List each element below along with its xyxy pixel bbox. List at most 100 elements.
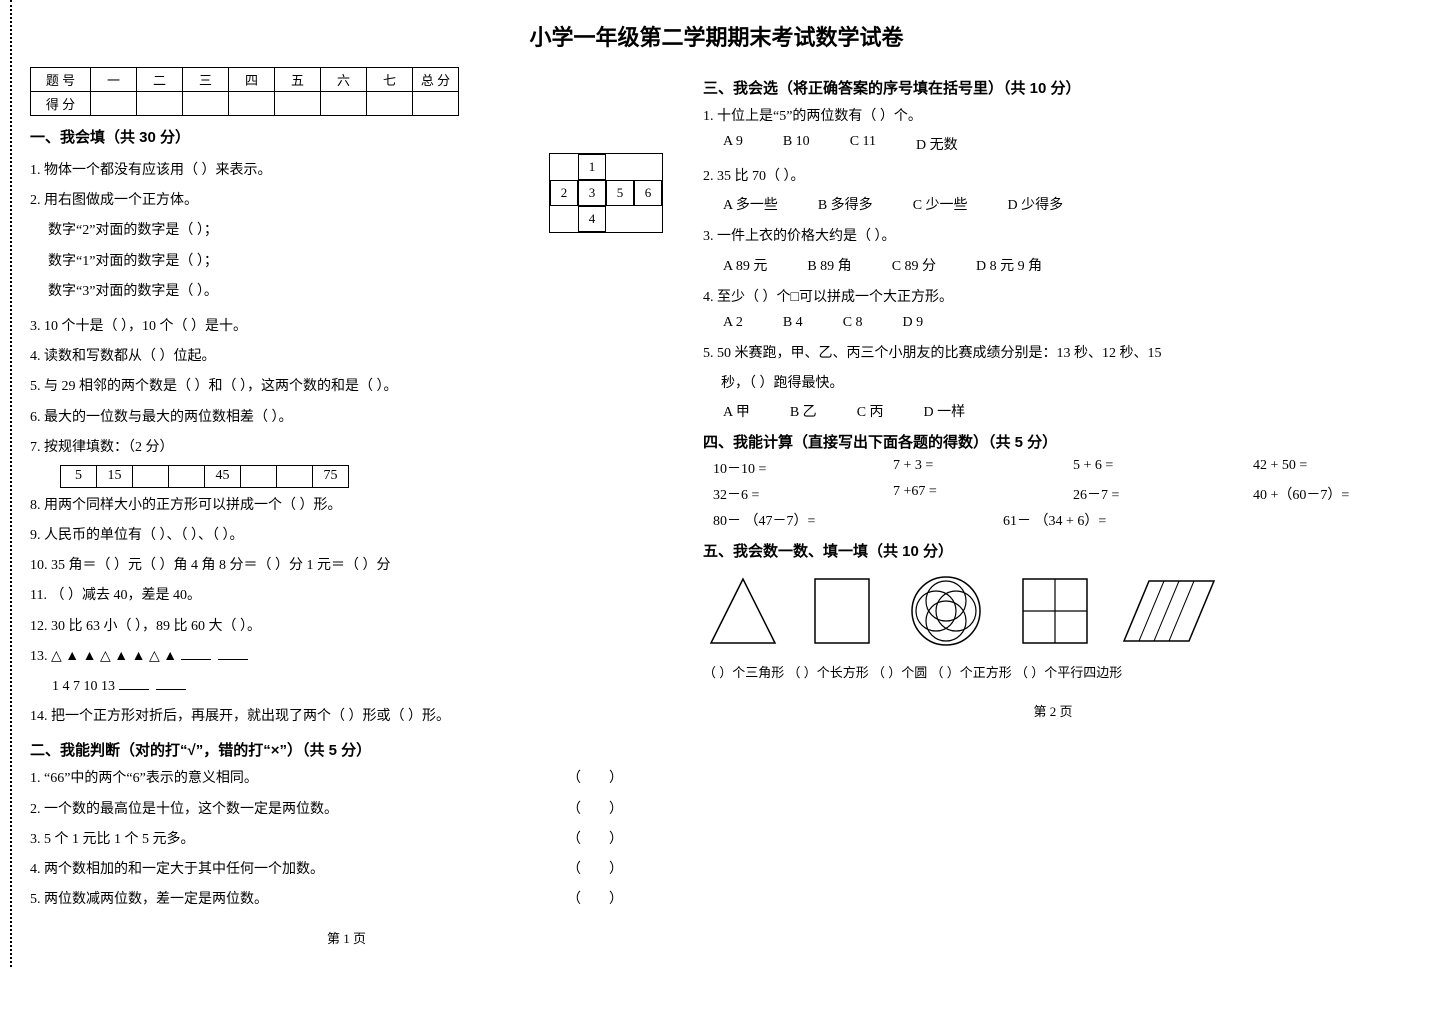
seq-cell — [169, 465, 205, 487]
judge-paren: （） — [567, 766, 623, 791]
grid-empty — [550, 206, 578, 232]
s1-q14: 14. 把一个正方形对折后，再展开，就出现了两个（ ）形或（ ）形。 — [30, 704, 663, 729]
s1-q4: 4. 读数和写数都从（ ）位起。 — [30, 344, 663, 369]
grid-cell-1: 1 — [578, 154, 606, 180]
s2-item-3: 3. 5 个 1 元比 1 个 5 元多。 （） — [30, 827, 663, 852]
right-column: 三、我会选（将正确答案的序号填在括号里）（共 10 分） 1. 十位上是“5”的… — [703, 67, 1403, 947]
grid-empty — [550, 154, 578, 180]
score-blank — [367, 92, 413, 116]
seq-cell: 45 — [205, 465, 241, 487]
section2-heading: 二、我能判断（对的打“√”，错的打“×”）（共 5 分） — [30, 739, 663, 760]
s3-q2: 2. 35 比 70（ ）。 — [703, 164, 1403, 189]
score-col-total: 总 分 — [413, 68, 459, 92]
s1-q9: 9. 人民币的单位有（ ）、（ ）、（ ）。 — [30, 523, 663, 548]
score-blank — [137, 92, 183, 116]
calc-expr: 80－ （47－7）= — [713, 510, 973, 530]
seq-cell — [241, 465, 277, 487]
grid-empty — [634, 206, 662, 232]
s1-q13-prefix: 13. △ ▲ ▲ △ ▲ ▲ △ ▲ — [30, 649, 181, 664]
grid-cell-5: 5 — [606, 180, 634, 206]
grid-cell-2: 2 — [550, 180, 578, 206]
square-grid-shape-icon — [1015, 571, 1095, 651]
score-blank — [183, 92, 229, 116]
opt-a: A 9 — [723, 134, 743, 154]
s1-q10: 10. 35 角＝（ ）元（ ）角 4 角 8 分＝（ ）分 1 元＝（ ）分 — [30, 553, 663, 578]
seq-cell: 15 — [97, 465, 133, 487]
s1-q6: 6. 最大的一位数与最大的两位数相差（ ）。 — [30, 405, 663, 430]
s3-q1-opts: A 9 B 10 C 11 D 无数 — [703, 134, 1403, 154]
s1-q13-seq2: 1 4 7 10 13 — [52, 679, 119, 694]
judge-paren: （） — [567, 887, 623, 912]
s3-q3-opts: A 89 元 B 89 角 C 89 分 D 8 元 9 角 — [703, 255, 1403, 275]
seq-cell: 75 — [313, 465, 349, 487]
opt-b: B 4 — [783, 315, 803, 331]
s1-q3: 3. 10 个十是（ ），10 个（ ）是十。 — [30, 314, 663, 339]
shapes-row — [703, 571, 1403, 651]
s2-item-5-text: 5. 两位数减两位数，差一定是两位数。 — [30, 892, 268, 907]
opt-a: A 多一些 — [723, 194, 778, 214]
opt-b: B 10 — [783, 134, 810, 154]
score-blank — [321, 92, 367, 116]
s2-item-4-text: 4. 两个数相加的和一定大于其中任何一个加数。 — [30, 862, 324, 877]
opt-d: D 9 — [903, 315, 924, 331]
score-col-1: 一 — [91, 68, 137, 92]
grid-cell-4: 4 — [578, 206, 606, 232]
blank — [119, 676, 149, 690]
s1-q8: 8. 用两个同样大小的正方形可以拼成一个（ ）形。 — [30, 493, 663, 518]
opt-d: D 少得多 — [1008, 194, 1064, 214]
s3-q5a: 5. 50 米赛跑，甲、乙、丙三个小朋友的比赛成绩分别是：13 秒、12 秒、1… — [703, 341, 1403, 366]
calc-expr: 7 + 3 = — [893, 458, 1043, 478]
seq-cell — [133, 465, 169, 487]
section1-heading: 一、我会填（共 30 分） — [30, 126, 663, 147]
left-column: 题 号 一 二 三 四 五 六 七 总 分 得 分 — [30, 67, 663, 947]
page1-footer: 第 1 页 — [30, 928, 663, 947]
s3-q1: 1. 十位上是“5”的两位数有（ ）个。 — [703, 104, 1403, 129]
s1-q2-b: 数字“1”对面的数字是（ ）； — [30, 249, 529, 274]
circles-shape-icon — [901, 571, 991, 651]
s1-q13-line2: 1 4 7 10 13 — [30, 674, 663, 699]
opt-c: C 89 分 — [892, 255, 936, 275]
section5-heading: 五、我会数一数、填一填（共 10 分） — [703, 540, 1403, 561]
blank — [181, 646, 211, 660]
opt-a: A 89 元 — [723, 255, 767, 275]
grid-empty — [634, 154, 662, 180]
calc-expr: 61－ （34 + 6）= — [1003, 510, 1153, 530]
judge-paren: （） — [567, 797, 623, 822]
s3-q5b: 秒，（ ）跑得最快。 — [703, 371, 1403, 396]
score-table: 题 号 一 二 三 四 五 六 七 总 分 得 分 — [30, 67, 459, 116]
rectangle-shape-icon — [807, 571, 877, 651]
s2-item-5: 5. 两位数减两位数，差一定是两位数。 （） — [30, 887, 663, 912]
grid-cell-3: 3 — [578, 180, 606, 206]
section3-heading: 三、我会选（将正确答案的序号填在括号里）（共 10 分） — [703, 77, 1403, 98]
s3-q3: 3. 一件上衣的价格大约是（ ）。 — [703, 224, 1403, 249]
s5-labels: （ ）个三角形 （ ）个长方形 （ ）个圆 （ ）个正方形 （ ）个平行四边形 — [703, 661, 1403, 684]
opt-b: B 乙 — [790, 401, 817, 421]
judge-paren: （） — [567, 827, 623, 852]
opt-c: C 丙 — [857, 401, 884, 421]
s3-q4: 4. 至少（ ）个□可以拼成一个大正方形。 — [703, 285, 1403, 310]
binding-dotted-line — [10, 0, 12, 967]
calc-expr: 26－7 = — [1073, 484, 1223, 504]
s2-item-2-text: 2. 一个数的最高位是十位，这个数一定是两位数。 — [30, 802, 338, 817]
opt-a: A 2 — [723, 315, 743, 331]
calc-expr: 32－6 = — [713, 484, 863, 504]
s3-q5-opts: A 甲 B 乙 C 丙 D 一样 — [703, 401, 1403, 421]
opt-b: B 89 角 — [807, 255, 851, 275]
opt-d: D 8 元 9 角 — [976, 255, 1042, 275]
blank — [218, 646, 248, 660]
s1-q7-seq-table: 5 15 45 75 — [60, 465, 349, 488]
s2-item-1: 1. “66”中的两个“6”表示的意义相同。 （） — [30, 766, 663, 791]
score-col-3: 三 — [183, 68, 229, 92]
score-col-4: 四 — [229, 68, 275, 92]
score-col-6: 六 — [321, 68, 367, 92]
score-col-2: 二 — [137, 68, 183, 92]
s1-q13-line1: 13. △ ▲ ▲ △ ▲ ▲ △ ▲ — [30, 644, 663, 669]
s1-q2-intro: 2. 用右图做成一个正方体。 — [30, 188, 529, 213]
opt-c: C 8 — [843, 315, 863, 331]
s1-q12: 12. 30 比 63 小（ ），89 比 60 大（ ）。 — [30, 614, 663, 639]
opt-c: C 11 — [850, 134, 876, 154]
s2-item-4: 4. 两个数相加的和一定大于其中任何一个加数。 （） — [30, 857, 663, 882]
score-col-5: 五 — [275, 68, 321, 92]
grid-cell-6: 6 — [634, 180, 662, 206]
s2-item-2: 2. 一个数的最高位是十位，这个数一定是两位数。 （） — [30, 797, 663, 822]
